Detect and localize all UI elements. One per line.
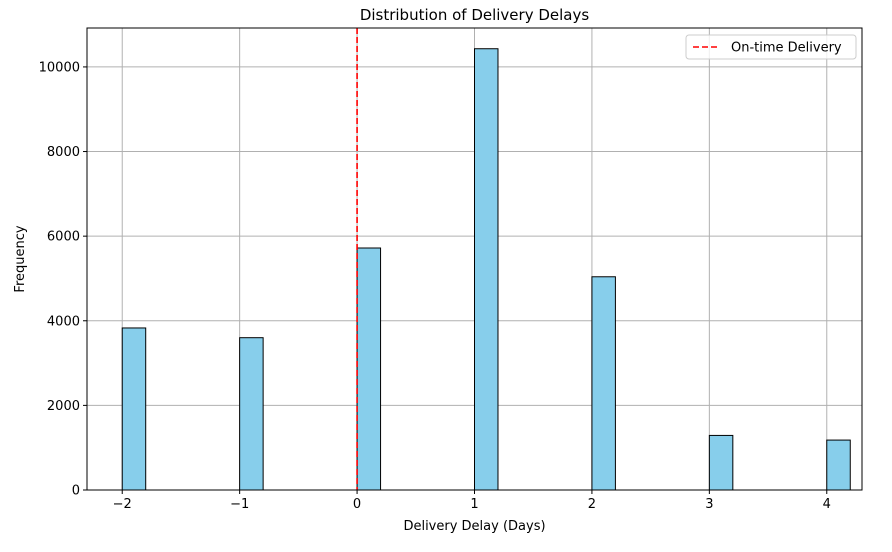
legend-box [685, 34, 857, 60]
bar-5 [708, 434, 734, 491]
chart-title: Distribution of Delivery Delays [360, 6, 590, 24]
y-tick-label-0: 0 [72, 484, 80, 499]
x-tick-label-6: 4 [823, 497, 831, 512]
y-tick-label-3: 6000 [47, 230, 80, 245]
x-tick-label-0: −2 [113, 497, 132, 512]
x-axis-label: Delivery Delay (Days) [403, 519, 545, 534]
bar-0 [121, 327, 147, 491]
y-tick-label-5: 10000 [39, 60, 80, 75]
bar-4 [591, 276, 616, 491]
legend: On-time Delivery [685, 34, 857, 60]
legend-entry-on-time-delivery: On-time Delivery [731, 41, 842, 56]
x-tick-label-1: −1 [230, 497, 249, 512]
bar-1 [239, 337, 264, 491]
y-tick-label-4: 8000 [47, 145, 80, 160]
y-tick-label-1: 2000 [47, 399, 80, 414]
bar-3 [474, 48, 499, 491]
bar-2 [356, 247, 382, 491]
axis-ticks: −2 −1 0 1 2 3 4 0 2000 4000 6000 8000 10000 [39, 60, 831, 512]
y-axis-label: Frequency [13, 225, 28, 292]
y-tick-label-2: 4000 [47, 314, 80, 329]
x-tick-label-3: 1 [470, 497, 478, 512]
x-tick-label-2: 0 [353, 497, 361, 512]
bars [121, 48, 851, 491]
x-tick-label-4: 2 [588, 497, 596, 512]
bar-6 [826, 439, 851, 491]
x-tick-label-5: 3 [705, 497, 713, 512]
